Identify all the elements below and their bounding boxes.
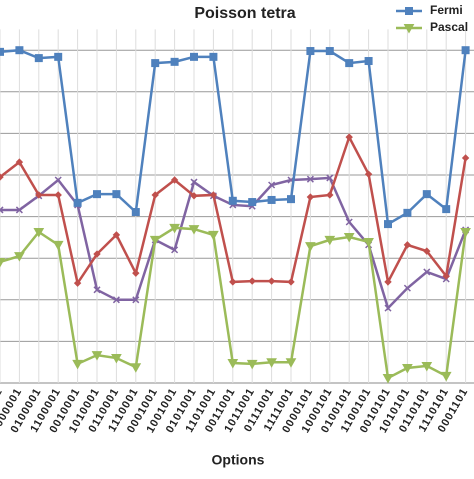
point	[54, 52, 63, 61]
point	[345, 133, 353, 141]
point	[151, 59, 160, 68]
point	[149, 235, 161, 246]
point	[111, 354, 122, 364]
point	[364, 170, 373, 178]
point	[208, 230, 219, 241]
point	[461, 46, 470, 55]
point	[384, 278, 392, 286]
point	[306, 47, 315, 56]
point	[93, 250, 101, 258]
point	[268, 181, 276, 189]
point	[34, 54, 43, 63]
point	[384, 220, 392, 229]
point	[91, 351, 103, 361]
point	[190, 192, 198, 200]
legend-marker	[403, 24, 415, 34]
point	[267, 277, 276, 285]
point	[287, 278, 295, 286]
point	[131, 208, 140, 217]
point	[190, 52, 198, 61]
point	[442, 205, 451, 214]
point	[132, 296, 140, 304]
point	[460, 227, 471, 238]
point	[345, 218, 353, 226]
point	[423, 268, 431, 276]
point	[384, 304, 392, 312]
point	[229, 278, 237, 286]
point	[364, 57, 373, 66]
x-axis-title: Options	[212, 452, 265, 468]
point	[73, 279, 82, 287]
point	[112, 296, 120, 304]
point	[285, 358, 297, 368]
point	[188, 225, 200, 235]
point	[382, 374, 394, 384]
legend-marker	[405, 7, 413, 15]
point	[35, 191, 43, 199]
point	[209, 191, 218, 199]
point	[228, 196, 237, 205]
point	[461, 154, 470, 162]
point	[403, 284, 411, 292]
legend-label: Fermi	[430, 3, 463, 17]
point	[305, 242, 316, 252]
point	[73, 198, 82, 207]
point	[112, 231, 121, 239]
legend-label: Pascal	[430, 20, 468, 34]
point	[403, 208, 412, 217]
point	[171, 246, 179, 254]
point	[0, 257, 6, 268]
point	[72, 359, 83, 370]
point	[422, 190, 431, 199]
point	[402, 364, 413, 374]
point	[209, 52, 218, 61]
chart-title: Poisson tetra	[194, 5, 295, 22]
point	[343, 232, 355, 243]
point	[54, 176, 62, 184]
point	[52, 240, 64, 251]
point	[266, 358, 277, 368]
point	[15, 46, 24, 55]
point	[93, 286, 101, 294]
point	[403, 241, 412, 249]
point	[287, 195, 295, 204]
point	[112, 190, 121, 199]
point	[267, 195, 276, 204]
point	[130, 363, 142, 373]
point	[363, 237, 374, 248]
point	[345, 59, 354, 68]
point	[14, 252, 25, 262]
point	[306, 175, 314, 183]
point	[306, 193, 315, 201]
point	[0, 206, 4, 214]
point	[132, 269, 140, 277]
point	[442, 272, 450, 280]
point	[54, 191, 62, 199]
point	[248, 198, 257, 207]
point	[33, 227, 45, 238]
point	[170, 57, 179, 66]
point	[190, 178, 198, 186]
point	[151, 191, 159, 199]
point	[227, 359, 239, 369]
point	[0, 47, 4, 56]
point	[324, 235, 336, 246]
point	[326, 191, 334, 199]
point	[169, 223, 180, 234]
point	[246, 359, 258, 370]
point	[421, 361, 433, 372]
point	[93, 190, 101, 199]
point	[15, 206, 23, 214]
point	[170, 176, 179, 184]
point	[325, 47, 334, 56]
point	[326, 174, 334, 182]
point	[440, 371, 452, 382]
point	[423, 247, 431, 255]
point	[15, 158, 24, 166]
point	[0, 173, 4, 181]
point	[248, 277, 256, 285]
